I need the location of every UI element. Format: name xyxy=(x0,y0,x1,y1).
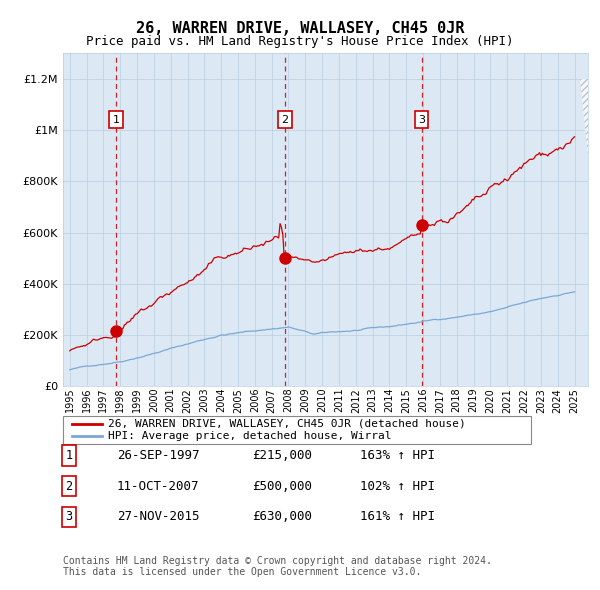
Text: 26, WARREN DRIVE, WALLASEY, CH45 0JR (detached house): 26, WARREN DRIVE, WALLASEY, CH45 0JR (de… xyxy=(108,419,466,428)
Polygon shape xyxy=(580,78,588,156)
Text: 1: 1 xyxy=(65,449,73,462)
Text: £630,000: £630,000 xyxy=(252,510,312,523)
Text: 102% ↑ HPI: 102% ↑ HPI xyxy=(360,480,435,493)
Text: 161% ↑ HPI: 161% ↑ HPI xyxy=(360,510,435,523)
Text: 1: 1 xyxy=(113,115,119,124)
Text: 2: 2 xyxy=(281,115,289,124)
Text: 2: 2 xyxy=(65,480,73,493)
Text: £500,000: £500,000 xyxy=(252,480,312,493)
Text: 26, WARREN DRIVE, WALLASEY, CH45 0JR: 26, WARREN DRIVE, WALLASEY, CH45 0JR xyxy=(136,21,464,35)
Text: 27-NOV-2015: 27-NOV-2015 xyxy=(117,510,199,523)
Text: Contains HM Land Registry data © Crown copyright and database right 2024.: Contains HM Land Registry data © Crown c… xyxy=(63,556,492,566)
Text: Price paid vs. HM Land Registry's House Price Index (HPI): Price paid vs. HM Land Registry's House … xyxy=(86,35,514,48)
Text: 3: 3 xyxy=(65,510,73,523)
Text: 11-OCT-2007: 11-OCT-2007 xyxy=(117,480,199,493)
Text: £215,000: £215,000 xyxy=(252,449,312,462)
Text: 3: 3 xyxy=(418,115,425,124)
Text: This data is licensed under the Open Government Licence v3.0.: This data is licensed under the Open Gov… xyxy=(63,567,421,577)
Text: 26-SEP-1997: 26-SEP-1997 xyxy=(117,449,199,462)
Text: HPI: Average price, detached house, Wirral: HPI: Average price, detached house, Wirr… xyxy=(108,431,392,441)
Text: 163% ↑ HPI: 163% ↑ HPI xyxy=(360,449,435,462)
